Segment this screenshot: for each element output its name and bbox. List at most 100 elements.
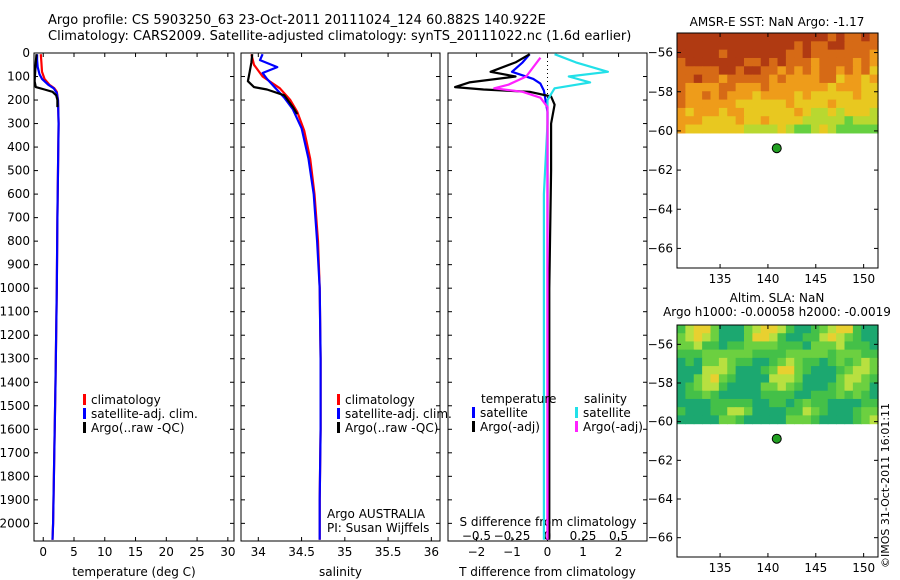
map-cell (693, 382, 703, 392)
map-cell (727, 341, 737, 351)
map-cell (727, 374, 737, 384)
map-cell (760, 57, 770, 67)
map-cell (685, 66, 695, 76)
map-cell (861, 366, 871, 375)
map-cell (777, 390, 787, 400)
y-tick-label: 1600 (0, 422, 30, 436)
legend-diff-sal-satellite: satellite (583, 406, 631, 420)
map-cell (718, 333, 728, 343)
map-cell (693, 390, 703, 400)
legend-temp-climatology-swatch (83, 394, 86, 405)
map-cell (844, 382, 854, 392)
map-cell (752, 398, 762, 408)
map-cell (836, 374, 846, 384)
map-cell (785, 107, 795, 117)
map-cell (718, 116, 728, 126)
map-cell (702, 333, 712, 343)
header-line-2: Climatology: CARS2009. Satellite-adjuste… (48, 29, 632, 44)
panel-salinity: 34 34.5 35 35.5 36 salinity (240, 52, 441, 579)
map-cell (752, 333, 762, 343)
map-cell (836, 41, 846, 51)
y-tick-label: 500 (7, 164, 30, 178)
map-cell (718, 107, 728, 117)
map-cell (752, 99, 762, 109)
map-cell (777, 407, 787, 416)
map-cell (819, 390, 829, 400)
map-cell (785, 124, 795, 134)
map-cell (744, 33, 753, 42)
map-cell (852, 91, 862, 101)
map-cell (836, 57, 846, 67)
map-cell (827, 33, 837, 42)
map-cell (769, 366, 779, 375)
map-cell (769, 407, 779, 416)
map-cell (861, 99, 871, 109)
map-cell (702, 116, 712, 126)
map-cell (827, 341, 837, 351)
map-cell (869, 341, 879, 351)
map-cell (785, 325, 795, 334)
map-cell (777, 41, 787, 51)
map-cell (769, 107, 779, 117)
map-cell (844, 41, 854, 51)
map-cell (693, 398, 703, 408)
map-cell (702, 74, 712, 84)
map-cell (702, 124, 712, 134)
map-cell (844, 91, 854, 101)
map-cell (777, 57, 787, 67)
map-cell (836, 124, 846, 134)
map-cell (769, 99, 779, 109)
map-cell (760, 124, 770, 134)
map-cell (819, 49, 829, 59)
map-cell (735, 82, 745, 92)
map-cell (869, 357, 879, 367)
map-cell (794, 349, 804, 359)
map-cell (811, 382, 820, 392)
map-cell (861, 325, 871, 334)
map-cell (685, 82, 695, 92)
map-cell (685, 366, 695, 375)
map-cell (677, 74, 686, 84)
map-cell (718, 341, 728, 351)
map-cell (836, 91, 846, 101)
map-cell (702, 82, 712, 92)
map-cell (836, 357, 846, 367)
map-cell (718, 374, 728, 384)
map-cell (794, 82, 804, 92)
map-cell (718, 390, 728, 400)
map-cell (702, 374, 712, 384)
legend-diff-temp-argo-swatch (472, 421, 475, 432)
map-cell (735, 398, 745, 408)
map-cell (777, 366, 787, 375)
map-cell (802, 49, 812, 59)
legend-diff-sal-argo-swatch (575, 421, 578, 432)
map-cell (869, 82, 879, 92)
map-cell (852, 116, 862, 126)
series-line-salinity-2 (246, 54, 299, 115)
map-cell (702, 390, 712, 400)
map-cell (727, 33, 737, 42)
map-cell (777, 33, 787, 42)
map-cell (702, 49, 712, 59)
map-cell (744, 374, 753, 384)
legend-diff-temp-satellite-swatch (472, 407, 475, 418)
map-cell (794, 390, 804, 400)
map-cell (710, 124, 720, 134)
legend-sal-climatology-swatch (337, 394, 340, 405)
map-cell (752, 91, 762, 101)
map-cell (710, 398, 720, 408)
map-cell (760, 382, 770, 392)
map-cell (827, 91, 837, 101)
x-axis-label: T difference from climatology (458, 565, 636, 579)
map-cell (777, 415, 787, 425)
map-lat-label: −58 (648, 376, 673, 390)
map-cell (702, 341, 712, 351)
map-lat-label: −66 (648, 531, 673, 545)
series-line-temperature-2 (33, 54, 59, 108)
map-cell (802, 91, 812, 101)
map-cell (693, 407, 703, 416)
y-tick-label: 1100 (0, 305, 30, 319)
map-cell (794, 341, 804, 351)
map-cell (811, 325, 820, 334)
x-tick-label: 0 (544, 545, 552, 559)
